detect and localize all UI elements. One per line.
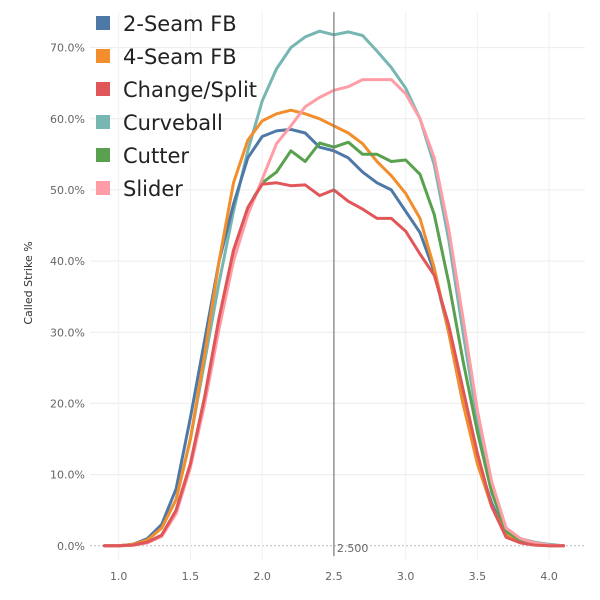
legend-swatch-change-split xyxy=(96,82,110,96)
reference-line-label: 2.500 xyxy=(337,542,369,555)
y-axis-title: Called Strike % xyxy=(22,241,35,324)
legend-label-slider: Slider xyxy=(123,177,183,201)
x-tick-label: 2.5 xyxy=(325,570,343,583)
legend-swatch-curveball xyxy=(96,115,110,129)
legend-swatch-slider xyxy=(96,181,110,195)
x-tick-label: 3.5 xyxy=(469,570,487,583)
legend-label-cutter: Cutter xyxy=(123,144,189,168)
y-tick-label: 10.0% xyxy=(50,469,85,482)
x-tick-label: 4.0 xyxy=(540,570,558,583)
x-axis-ticks: 1.0 1.5 2.0 2.5 3.0 3.5 4.0 xyxy=(110,570,558,583)
y-tick-label: 0.0% xyxy=(57,540,85,553)
y-tick-label: 50.0% xyxy=(50,184,85,197)
x-tick-label: 3.0 xyxy=(397,570,415,583)
reference-line-group: 2.500 xyxy=(333,12,369,556)
legend-label-curveball: Curveball xyxy=(123,111,223,135)
y-tick-label: 20.0% xyxy=(50,397,85,410)
y-tick-label: 40.0% xyxy=(50,255,85,268)
legend-label-change-split: Change/Split xyxy=(123,78,257,102)
legend-swatch-cutter xyxy=(96,148,110,162)
legend-swatch-4-seam-fb xyxy=(96,49,110,63)
x-tick-label: 1.5 xyxy=(182,570,200,583)
y-tick-label: 30.0% xyxy=(50,326,85,339)
legend: 2-Seam FB 4-Seam FB Change/Split Curveball C… xyxy=(96,12,257,201)
legend-swatch-2-seam-fb xyxy=(96,16,110,30)
legend-label-2-seam-fb: 2-Seam FB xyxy=(123,12,237,36)
x-tick-label: 2.0 xyxy=(253,570,271,583)
legend-label-4-seam-fb: 4-Seam FB xyxy=(123,45,237,69)
y-axis-ticks: 0.0% 10.0% 20.0% 30.0% 40.0% 50.0% 60.0% 70.0% xyxy=(50,42,85,553)
y-tick-label: 60.0% xyxy=(50,113,85,126)
y-tick-label: 70.0% xyxy=(50,42,85,55)
x-tick-label: 1.0 xyxy=(110,570,128,583)
